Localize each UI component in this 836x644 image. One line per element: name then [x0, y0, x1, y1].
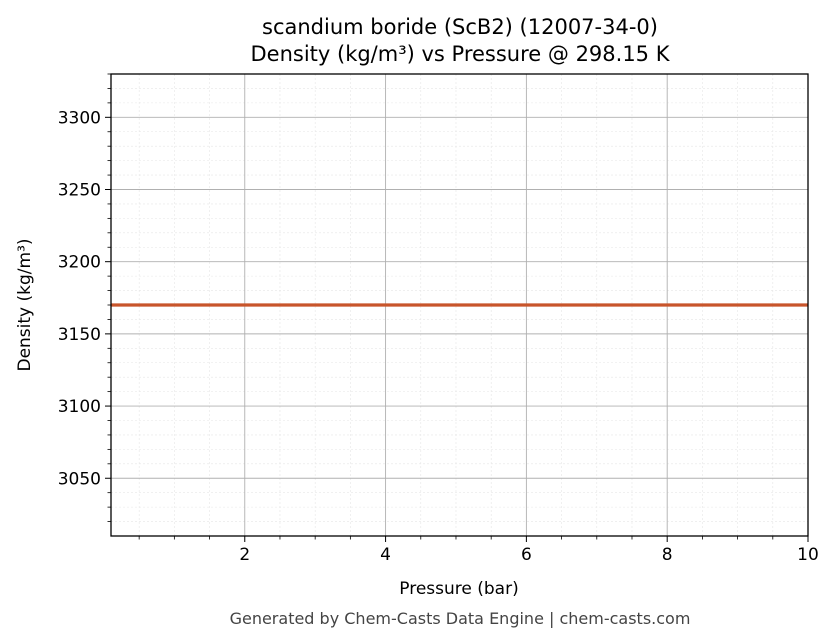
y-tick-label: 3050 — [58, 469, 101, 489]
y-tick-label: 3300 — [58, 108, 101, 128]
x-tick-label: 10 — [797, 545, 819, 565]
chart-title-line2: Density (kg/m³) vs Pressure @ 298.15 K — [250, 42, 670, 66]
y-tick-label: 3200 — [58, 253, 101, 273]
y-tick-label: 3100 — [58, 397, 101, 417]
tick-labels: 2 4 6 8 10 3050 3100 3150 3200 3250 3300 — [58, 108, 819, 565]
footer-credit: Generated by Chem-Casts Data Engine | ch… — [230, 609, 691, 628]
x-tick-label: 6 — [521, 545, 532, 565]
x-axis-label: Pressure (bar) — [399, 579, 518, 599]
chart-title-line1: scandium boride (ScB2) (12007-34-0) — [262, 15, 658, 39]
y-tick-label: 3150 — [58, 325, 101, 345]
x-tick-label: 2 — [239, 545, 250, 565]
x-tick-label: 8 — [662, 545, 673, 565]
y-tick-label: 3250 — [58, 181, 101, 201]
x-tick-label: 4 — [380, 545, 391, 565]
axis-ticks — [105, 73, 809, 542]
y-axis-label: Density (kg/m³) — [15, 238, 35, 371]
